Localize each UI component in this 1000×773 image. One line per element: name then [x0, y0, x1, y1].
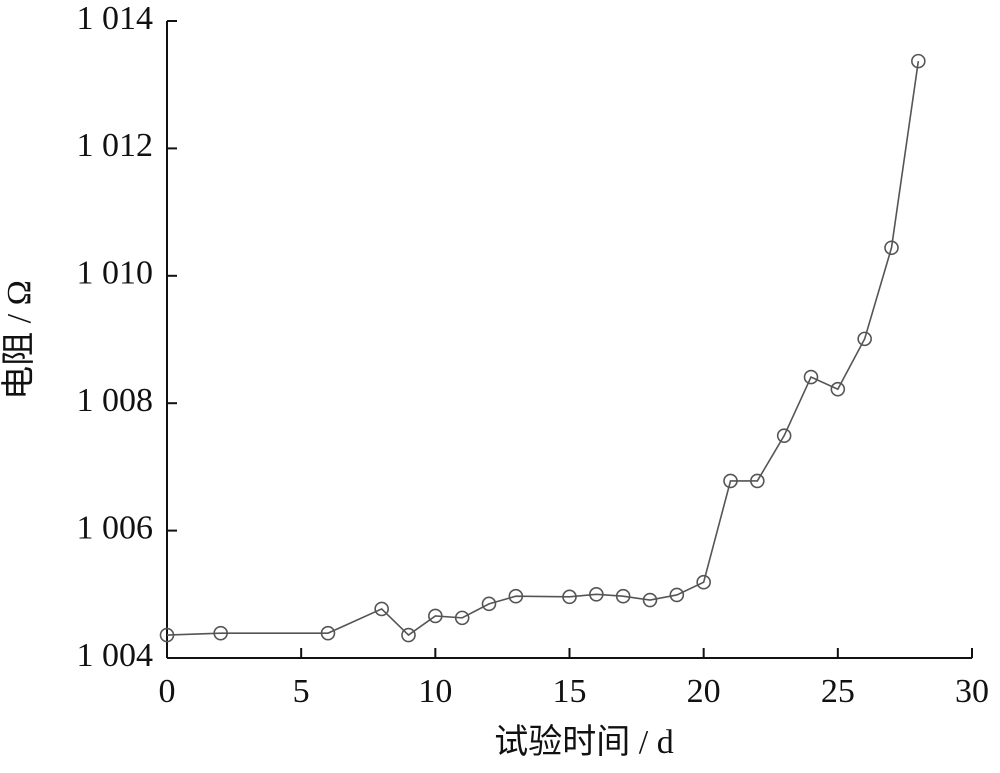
data-line: [166, 61, 920, 637]
data-point: [481, 596, 497, 612]
y-tick-label: 1 006: [77, 509, 154, 546]
data-point: [830, 381, 846, 397]
y-tick-label: 1 010: [77, 255, 154, 292]
x-tick-label: 20: [687, 673, 721, 710]
data-point: [454, 610, 470, 626]
data-point: [159, 627, 175, 643]
data-point: [669, 587, 685, 603]
x-axis-label: 试验时间 / d: [494, 723, 673, 761]
y-axis-label: 电阻 / Ω: [0, 280, 38, 400]
data-point: [696, 574, 711, 590]
x-tick-label: 10: [418, 673, 452, 710]
x-tick-label: 15: [553, 673, 587, 710]
data-point: [911, 53, 926, 69]
data-point: [213, 625, 228, 641]
data-point: [884, 240, 899, 256]
y-tick-label: 1 012: [77, 127, 154, 164]
data-point: [642, 592, 658, 608]
data-point: [562, 589, 577, 605]
data-point: [857, 331, 872, 347]
data-point: [508, 588, 524, 604]
data-point: [428, 608, 443, 624]
y-tick-label: 1 004: [77, 637, 154, 674]
data-point: [776, 428, 792, 443]
data-point: [374, 601, 389, 617]
data-point: [803, 369, 819, 385]
y-tick-label: 1 014: [77, 0, 154, 37]
y-tick-label: 1 008: [77, 382, 154, 419]
data-point: [401, 627, 416, 643]
data-point: [589, 586, 604, 602]
x-tick-label: 0: [159, 673, 176, 710]
x-tick-label: 30: [955, 673, 989, 710]
data-point: [723, 473, 738, 489]
data-point: [750, 473, 765, 489]
data-point: [615, 588, 631, 604]
data-point: [320, 625, 336, 641]
x-tick-label: 25: [821, 673, 855, 710]
x-tick-label: 5: [293, 673, 310, 710]
